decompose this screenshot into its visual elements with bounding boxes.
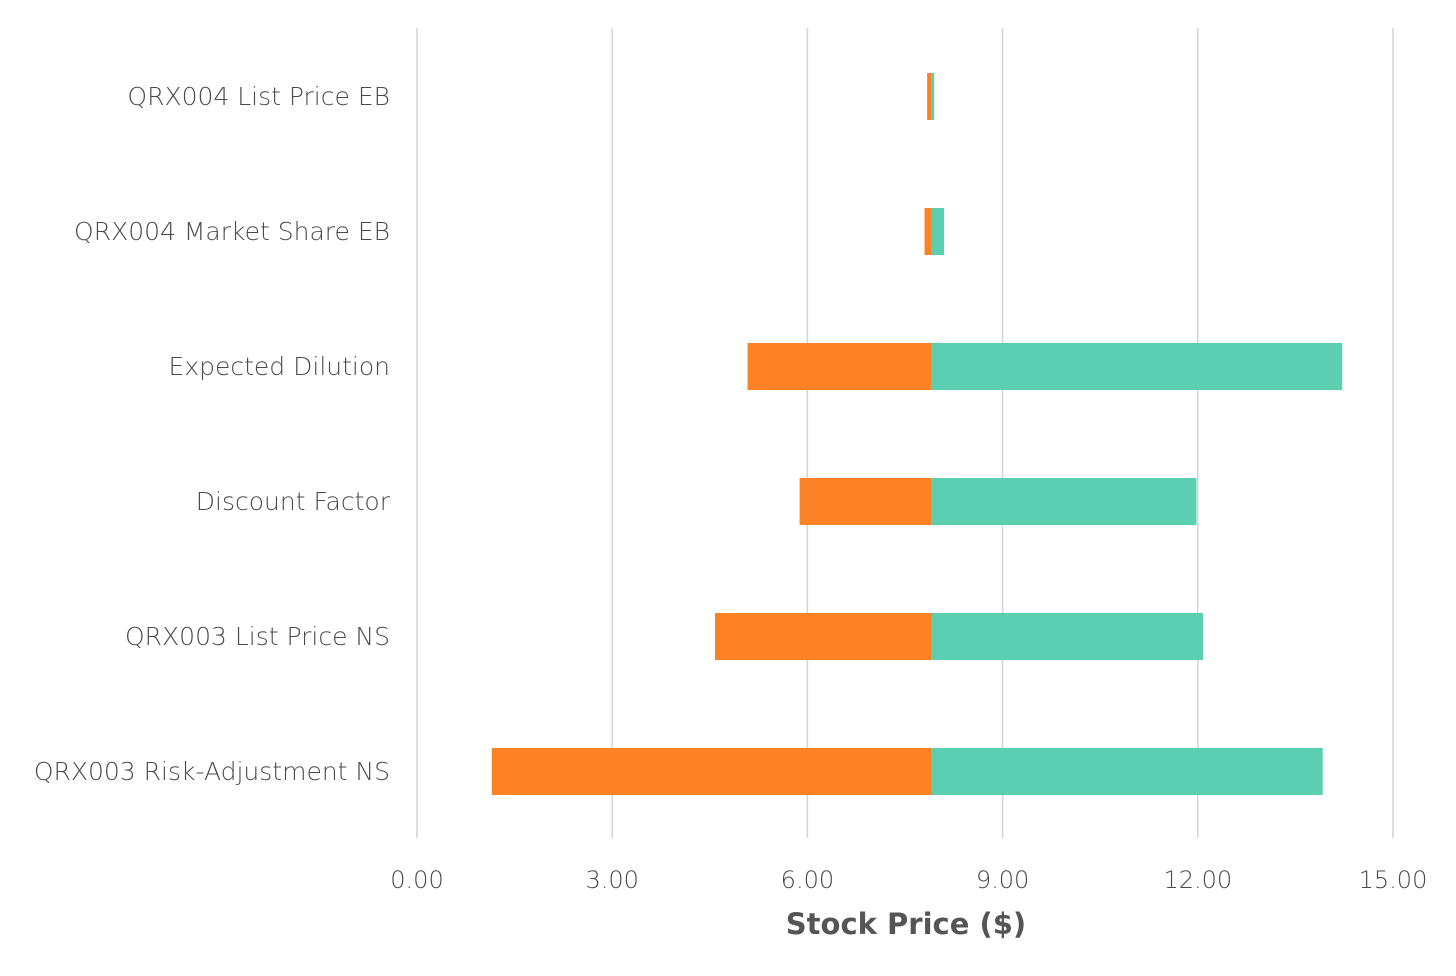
bar-high [931, 343, 1343, 390]
x-tick-label: 6.00 [781, 866, 834, 894]
x-tick-label: 9.00 [976, 866, 1029, 894]
bar-high [931, 478, 1197, 525]
bar-low [491, 748, 932, 795]
category-labels: QRX004 List Price EB QRX004 Market Share … [34, 82, 391, 786]
x-axis-title: Stock Price ($) [786, 907, 1026, 941]
category-label: QRX003 List Price NS [125, 622, 390, 651]
bars [491, 73, 1343, 795]
bar-high [931, 748, 1323, 795]
bar-high [931, 613, 1204, 660]
category-label: Discount Factor [196, 487, 391, 516]
bar-high [931, 208, 945, 255]
category-label: Expected Dilution [169, 352, 390, 381]
bar-low [715, 613, 932, 660]
x-tick-label: 0.00 [390, 866, 443, 894]
bar-low [747, 343, 932, 390]
bar-low [799, 478, 932, 525]
bar-low [924, 208, 932, 255]
category-label: QRX003 Risk-Adjustment NS [34, 757, 390, 786]
bar-low [927, 73, 932, 120]
gridlines [416, 28, 1394, 838]
x-tick-label: 3.00 [585, 866, 638, 894]
x-tick-label: 12.00 [1163, 866, 1232, 894]
x-tick-labels: 0.00 3.00 6.00 9.00 12.00 15.00 [390, 866, 1427, 894]
category-label: QRX004 List Price EB [127, 82, 390, 111]
category-label: QRX004 Market Share EB [74, 217, 390, 246]
bar-high [931, 73, 935, 120]
x-tick-label: 15.00 [1359, 866, 1428, 894]
